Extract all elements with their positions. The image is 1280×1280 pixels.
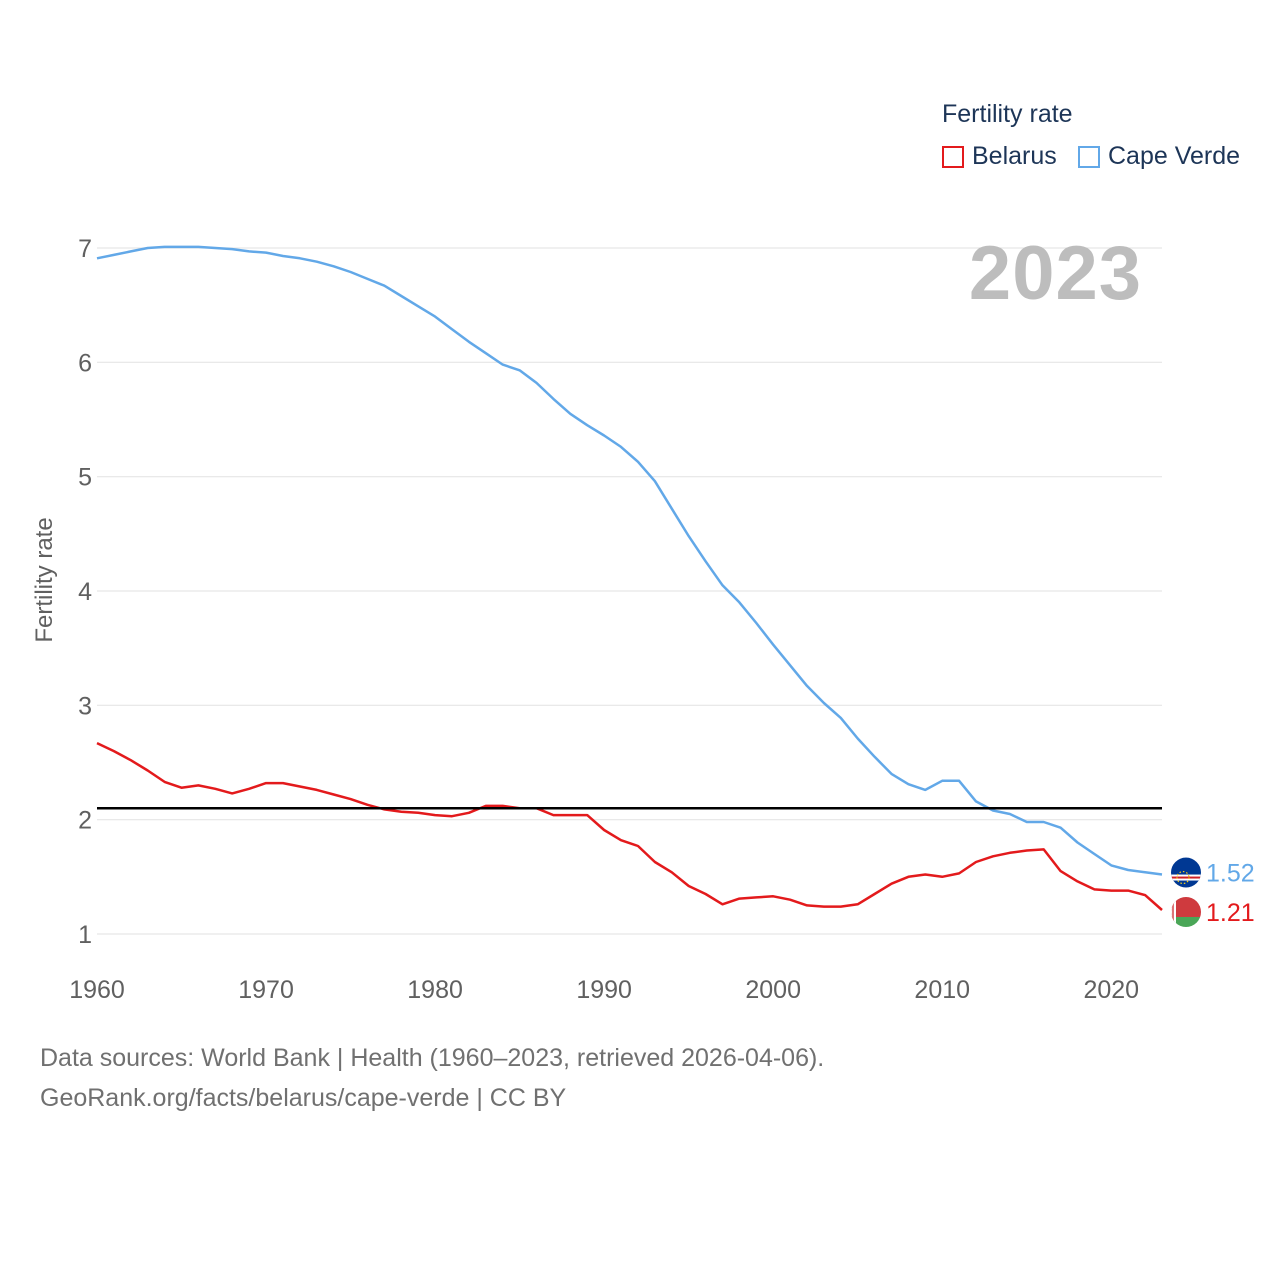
gridlines [97, 247, 1162, 935]
y-tick-label: 5 [78, 464, 92, 492]
y-axis-ticks: 1 2 3 4 5 6 7 [78, 235, 92, 949]
legend-label-belarus: Belarus [972, 142, 1057, 170]
series-line-belarus [96, 741, 1163, 911]
legend-item-cape-verde[interactable]: Cape Verde [1078, 142, 1240, 171]
series-lines [96, 245, 1163, 911]
end-value-label-belarus: 1.21 [1206, 899, 1255, 927]
y-tick-label: 7 [78, 235, 92, 263]
y-tick-label: 3 [78, 692, 92, 720]
attribution-link[interactable]: GeoRank.org/facts/belarus/cape-verde | C… [40, 1084, 567, 1112]
x-tick-label: 1960 [69, 976, 125, 1004]
legend-title: Fertility rate [942, 100, 1073, 128]
y-tick-label: 1 [78, 921, 92, 949]
current-year-label: 2023 [968, 231, 1142, 316]
x-tick-label: 1970 [238, 976, 294, 1004]
legend-label-cape-verde: Cape Verde [1108, 142, 1241, 170]
flag-icon-belarus [1171, 896, 1201, 927]
end-markers: 1.21 1.52 [1171, 857, 1255, 927]
flag-icon-cape-verde [1171, 857, 1201, 888]
legend-item-belarus[interactable]: Belarus [942, 142, 1057, 171]
y-tick-label: 4 [78, 578, 92, 606]
x-tick-label: 2020 [1083, 976, 1139, 1004]
legend-swatch-belarus [942, 145, 964, 168]
y-tick-label: 6 [78, 349, 92, 377]
series-line-cape-verde [96, 245, 1163, 876]
end-value-label-cape-verde: 1.52 [1206, 860, 1255, 888]
x-tick-label: 1990 [576, 976, 632, 1004]
legend-swatch-cape-verde [1078, 145, 1100, 168]
x-tick-label: 2010 [914, 976, 970, 1004]
y-axis-label: Fertility rate [31, 517, 58, 642]
x-tick-label: 1980 [407, 976, 463, 1004]
data-source-text: Data sources: World Bank | Health (1960–… [40, 1044, 825, 1072]
x-tick-label: 2000 [745, 976, 801, 1004]
y-tick-label: 2 [78, 807, 92, 835]
x-axis-ticks: 1960 1970 1980 1990 2000 2010 2020 [69, 976, 1139, 1004]
